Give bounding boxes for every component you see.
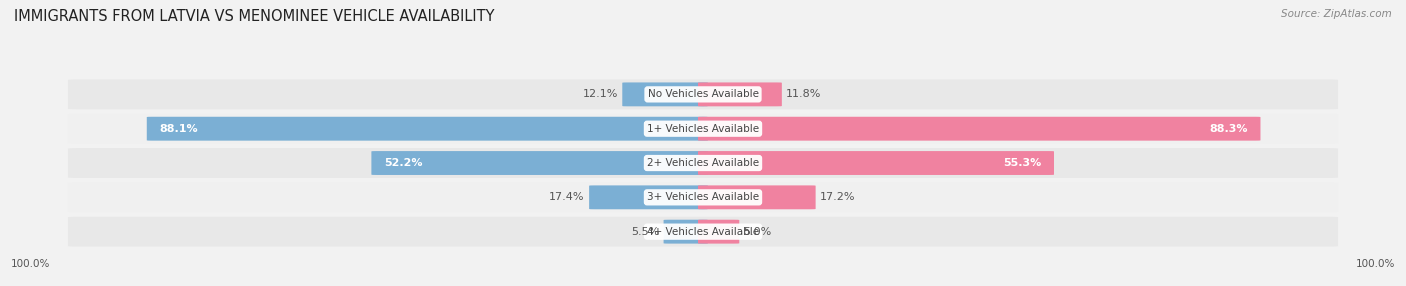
FancyBboxPatch shape: [67, 217, 1339, 247]
Text: 100.0%: 100.0%: [11, 259, 51, 269]
FancyBboxPatch shape: [67, 114, 1339, 144]
FancyBboxPatch shape: [67, 80, 1339, 109]
FancyBboxPatch shape: [589, 185, 709, 209]
FancyBboxPatch shape: [697, 117, 1260, 141]
FancyBboxPatch shape: [67, 148, 1339, 178]
FancyBboxPatch shape: [664, 220, 709, 244]
FancyBboxPatch shape: [371, 151, 709, 175]
Text: 5.5%: 5.5%: [631, 227, 659, 237]
Text: 88.3%: 88.3%: [1209, 124, 1249, 134]
FancyBboxPatch shape: [623, 82, 709, 106]
Text: 5.0%: 5.0%: [744, 227, 772, 237]
FancyBboxPatch shape: [67, 182, 1339, 212]
Text: 88.1%: 88.1%: [159, 124, 198, 134]
Text: IMMIGRANTS FROM LATVIA VS MENOMINEE VEHICLE AVAILABILITY: IMMIGRANTS FROM LATVIA VS MENOMINEE VEHI…: [14, 9, 495, 23]
Text: 3+ Vehicles Available: 3+ Vehicles Available: [647, 192, 759, 202]
Text: No Vehicles Available: No Vehicles Available: [648, 90, 758, 99]
FancyBboxPatch shape: [697, 185, 815, 209]
Text: 4+ Vehicles Available: 4+ Vehicles Available: [647, 227, 759, 237]
Text: 12.1%: 12.1%: [582, 90, 617, 99]
FancyBboxPatch shape: [146, 117, 709, 141]
Text: 11.8%: 11.8%: [786, 90, 821, 99]
Text: 1+ Vehicles Available: 1+ Vehicles Available: [647, 124, 759, 134]
FancyBboxPatch shape: [697, 220, 740, 244]
FancyBboxPatch shape: [697, 151, 1054, 175]
Text: Source: ZipAtlas.com: Source: ZipAtlas.com: [1281, 9, 1392, 19]
Text: 17.2%: 17.2%: [820, 192, 855, 202]
Text: 17.4%: 17.4%: [550, 192, 585, 202]
Text: 100.0%: 100.0%: [1355, 259, 1395, 269]
Text: 52.2%: 52.2%: [384, 158, 422, 168]
FancyBboxPatch shape: [697, 82, 782, 106]
Text: 55.3%: 55.3%: [1004, 158, 1042, 168]
Text: 2+ Vehicles Available: 2+ Vehicles Available: [647, 158, 759, 168]
